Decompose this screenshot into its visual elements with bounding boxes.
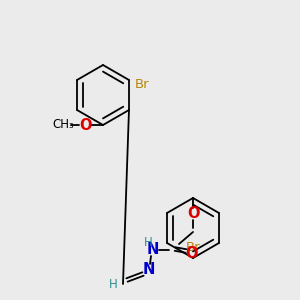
Text: H: H	[144, 236, 152, 248]
Text: O: O	[79, 118, 91, 133]
Text: Br: Br	[186, 241, 200, 254]
Text: N: N	[143, 262, 155, 278]
Text: N: N	[147, 242, 159, 257]
Text: O: O	[187, 206, 199, 221]
Text: O: O	[185, 247, 197, 262]
Text: CH₃: CH₃	[52, 118, 74, 131]
Text: Br: Br	[135, 77, 150, 91]
Text: H: H	[109, 278, 117, 290]
